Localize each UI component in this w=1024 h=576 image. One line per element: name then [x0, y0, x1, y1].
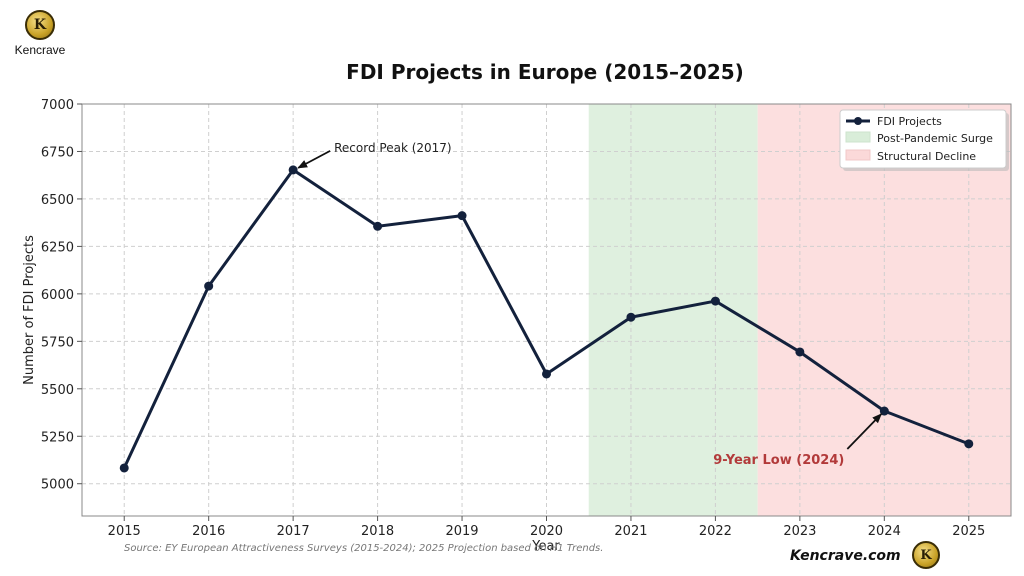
y-tick-label: 5500	[41, 383, 74, 398]
x-tick-label: 2016	[192, 524, 225, 539]
data-point-2021	[626, 312, 636, 322]
data-point-2023	[795, 347, 805, 357]
y-tick-label: 6750	[41, 145, 74, 160]
y-tick-label: 6000	[41, 288, 74, 303]
low-annotation-arrow	[846, 413, 883, 450]
x-tick-label: 2022	[699, 524, 732, 539]
x-tick-label: 2019	[445, 524, 478, 539]
brand-name-top: Kencrave	[14, 43, 66, 57]
x-tick-label: 2023	[783, 524, 816, 539]
y-tick-label: 6250	[41, 240, 74, 255]
y-axis-label: Number of FDI Projects	[22, 235, 37, 385]
y-tick-label: 7000	[41, 98, 74, 113]
x-tick-label: 2017	[277, 524, 310, 539]
brand-logo: K Kencrave	[10, 10, 70, 57]
chart-title: FDI Projects in Europe (2015–2025)	[346, 60, 744, 84]
legend-swatch-surge	[845, 131, 871, 143]
x-tick-label: 2020	[530, 524, 563, 539]
legend-label-surge: Post-Pandemic Surge	[877, 132, 993, 145]
y-tick-label: 6500	[41, 193, 74, 208]
data-point-2018	[373, 221, 383, 231]
data-point-2019	[457, 211, 467, 221]
x-tick-label: 2021	[614, 524, 647, 539]
legend-label-decline: Structural Decline	[877, 150, 976, 163]
legend-swatch-decline	[845, 149, 871, 161]
x-tick-label: 2015	[108, 524, 141, 539]
data-point-2025	[964, 439, 974, 449]
y-tick-label: 5000	[41, 478, 74, 493]
x-axis-label: Year	[531, 539, 560, 554]
data-point-2020	[542, 369, 551, 379]
x-tick-label: 2025	[952, 524, 985, 539]
legend-label-fdi-projects: FDI Projects	[877, 115, 942, 128]
kencrave-coin-icon-bottom: K	[912, 541, 940, 569]
x-tick-label: 2024	[868, 524, 901, 539]
data-point-2017	[288, 165, 298, 175]
peak-annotation-arrow	[297, 150, 331, 169]
brand-name-bottom: Kencrave.com	[790, 548, 901, 564]
peak-annotation-label: Record Peak (2017)	[334, 141, 452, 155]
data-point-2022	[710, 296, 720, 306]
kencrave-coin-icon: K	[25, 10, 55, 40]
legend-box	[839, 109, 1007, 169]
source-note: Source: EY European Attractiveness Surve…	[124, 543, 604, 554]
y-tick-label: 5250	[41, 430, 74, 445]
legend-marker-swatch	[854, 117, 862, 125]
y-tick-label: 5750	[41, 335, 74, 350]
x-tick-label: 2018	[361, 524, 394, 539]
data-point-2024	[879, 406, 889, 416]
low-annotation-label: 9-Year Low (2024)	[713, 453, 844, 468]
data-point-2015	[119, 463, 129, 473]
data-point-2016	[204, 281, 214, 291]
